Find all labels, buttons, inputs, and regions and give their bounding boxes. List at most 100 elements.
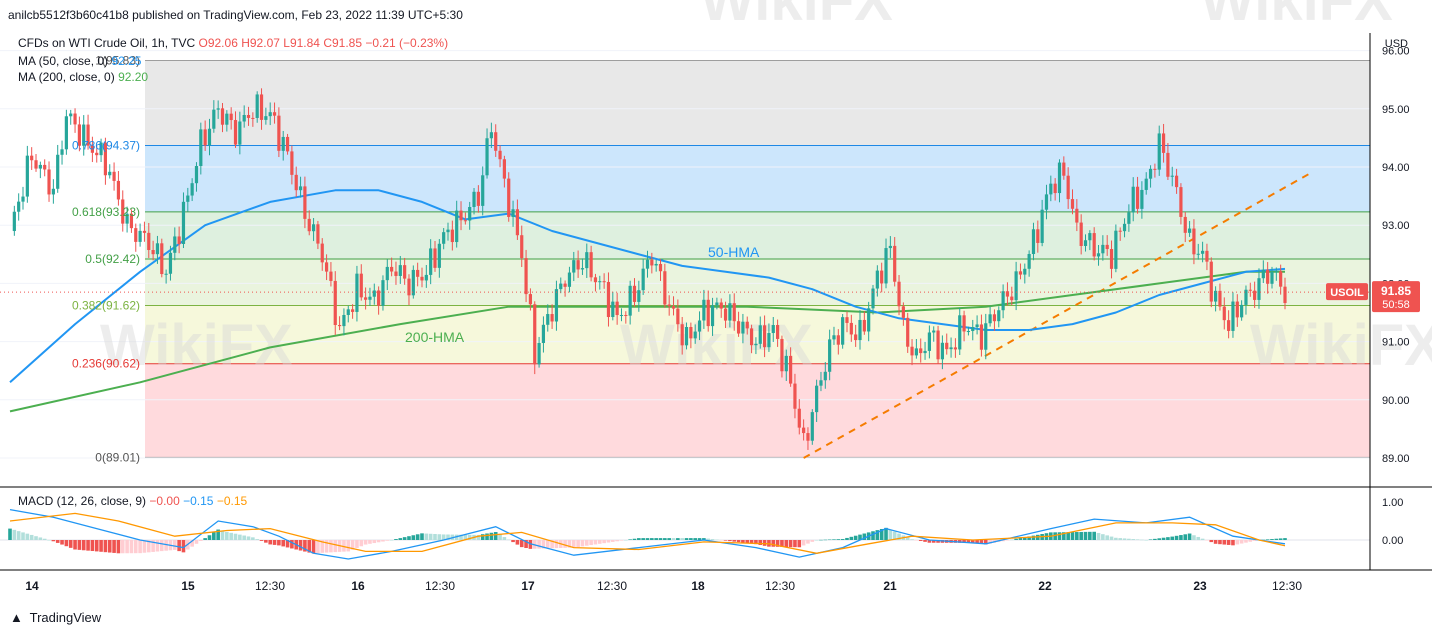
- candle-body: [936, 330, 940, 360]
- macd-histogram-bar: [801, 540, 806, 546]
- macd-histogram-bar: [676, 538, 680, 540]
- candle: [160, 238, 164, 278]
- macd-histogram-bar: [723, 540, 728, 541]
- macd-histogram-bar: [1135, 539, 1140, 540]
- candle: [34, 154, 38, 172]
- candle-body: [815, 385, 819, 413]
- macd-histogram-bar: [1014, 538, 1018, 540]
- candle: [702, 289, 706, 329]
- candle: [576, 250, 580, 278]
- candle-body: [1079, 222, 1083, 246]
- candle: [259, 88, 264, 130]
- candle: [1253, 281, 1257, 308]
- candle-body: [728, 303, 732, 321]
- candle-body: [12, 211, 16, 232]
- macd-histogram-bar: [771, 540, 776, 547]
- candle: [836, 329, 840, 355]
- macd-histogram-bar: [8, 528, 12, 540]
- macd-histogram-bar: [268, 540, 273, 545]
- candle-body: [377, 290, 381, 306]
- candle-body: [984, 323, 988, 350]
- candle: [541, 316, 546, 353]
- fib-level-label: 0.5(92.42): [85, 252, 140, 266]
- macd-histogram-bar: [1283, 538, 1287, 540]
- macd-histogram-bar: [888, 529, 893, 540]
- candle-body: [485, 138, 489, 176]
- price-grid: [0, 50, 1370, 459]
- candle-body: [858, 319, 862, 341]
- candle-body: [1166, 152, 1170, 177]
- tradingview-logo-icon: ▲: [10, 610, 23, 625]
- candle-body: [489, 132, 493, 139]
- macd-histogram-bar: [1140, 539, 1144, 541]
- macd-histogram-bar: [858, 534, 862, 540]
- macd-legend[interactable]: MACD (12, 26, close, 9) −0.00 −0.15 −0.1…: [18, 494, 247, 508]
- candle-body: [77, 124, 81, 146]
- macd-histogram-bar: [758, 540, 763, 546]
- macd-histogram-bar: [624, 540, 628, 541]
- macd-histogram-bar: [524, 540, 528, 548]
- macd-histogram-bar: [120, 540, 125, 554]
- fib-level-label: 0.382(91.62): [72, 299, 140, 313]
- candle-body: [966, 331, 971, 333]
- candle: [424, 265, 428, 288]
- candle-body: [494, 132, 498, 151]
- macd-histogram-bar: [64, 540, 69, 547]
- candle: [433, 240, 437, 272]
- candle-body: [476, 191, 480, 206]
- candle: [992, 309, 997, 331]
- macd-histogram-bar: [697, 538, 702, 540]
- candle: [728, 294, 732, 328]
- candle-body: [281, 136, 285, 151]
- macd-histogram-bar: [719, 540, 724, 541]
- macd-histogram-bar: [641, 538, 645, 540]
- symbol-name[interactable]: CFDs on WTI Crude Oil, 1h, TVC: [18, 36, 196, 50]
- macd-histogram-bar: [407, 536, 411, 540]
- candle-body: [875, 270, 879, 289]
- macd-histogram-bar: [29, 534, 34, 540]
- candle: [329, 262, 333, 287]
- candle: [567, 266, 572, 293]
- time-axis-label: 12:30: [425, 579, 455, 593]
- macd-histogram-bar: [515, 540, 520, 545]
- candle-body: [871, 288, 875, 309]
- time-axis-label: 16: [351, 579, 365, 593]
- candle-body: [667, 304, 671, 307]
- candle-body: [1109, 249, 1114, 269]
- candle-body: [1027, 254, 1031, 269]
- macd-histogram-bar: [212, 532, 216, 540]
- candle: [550, 304, 554, 329]
- candle-body: [537, 342, 541, 365]
- macd-histogram-bar: [1070, 532, 1075, 540]
- macd-histogram-bar: [1222, 540, 1227, 545]
- macd-histogram-bar: [775, 540, 780, 547]
- candle: [1066, 167, 1070, 209]
- candle: [862, 311, 866, 335]
- ma50-legend[interactable]: MA (50, close, 0) 92.25: [18, 54, 141, 68]
- candle: [1279, 264, 1283, 295]
- candle: [390, 257, 394, 277]
- candle-body: [1049, 183, 1053, 195]
- candle: [940, 335, 944, 370]
- candle: [598, 275, 602, 290]
- candle-body: [38, 164, 42, 169]
- macd-histogram-bar: [671, 538, 676, 540]
- macd-histogram-bar: [146, 540, 151, 553]
- candle: [1222, 297, 1226, 330]
- candle-body: [1005, 291, 1010, 297]
- candle-body: [21, 196, 25, 202]
- macd-histogram-bar: [1009, 539, 1014, 541]
- candle: [1201, 241, 1205, 263]
- candle: [1174, 168, 1179, 194]
- macd-histogram-bar: [238, 534, 242, 540]
- tradingview-logo[interactable]: ▲ TradingView: [10, 610, 101, 625]
- candle: [580, 258, 585, 275]
- candle-body: [1023, 268, 1027, 275]
- candle-body: [854, 334, 858, 341]
- candle-body: [459, 210, 463, 221]
- candle: [1153, 163, 1157, 178]
- candle: [749, 324, 754, 354]
- change-value: −0.21 (−0.23%): [365, 36, 449, 50]
- candle: [1109, 240, 1114, 279]
- ma200-legend[interactable]: MA (200, close, 0) 92.20: [18, 70, 148, 84]
